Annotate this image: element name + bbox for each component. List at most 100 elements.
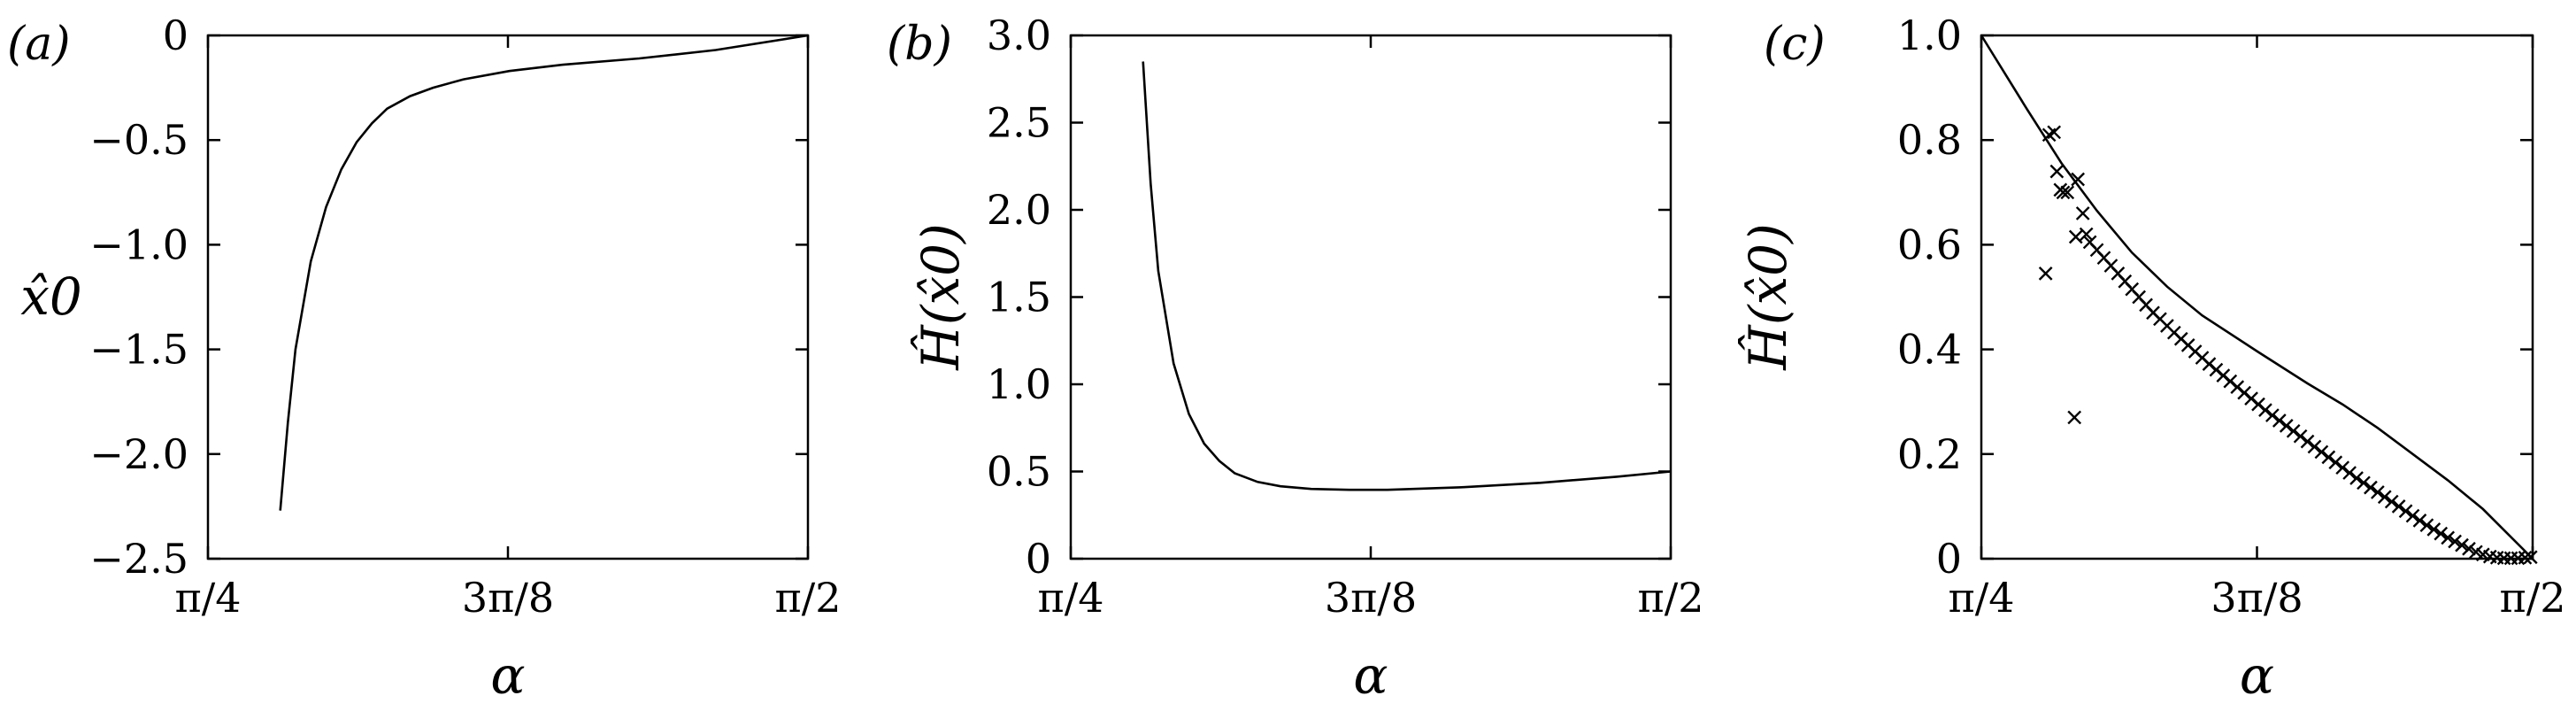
marker-stroke: [2146, 305, 2160, 321]
chart-3-data-point-marker: [2398, 504, 2413, 519]
chart-3-data-point-marker: [2060, 185, 2075, 200]
chart-3-data-point-marker: [2523, 550, 2538, 565]
chart-1-ytick-label: −2.5: [89, 535, 188, 583]
chart-2-ytick-label: 3.0: [987, 12, 1051, 59]
chart-3-data-point-marker: [2047, 125, 2062, 140]
chart-1-xtick-label: π/4: [175, 574, 242, 622]
marker-stroke: [2060, 185, 2075, 200]
marker-stroke: [2482, 549, 2497, 564]
marker-stroke: [2364, 480, 2378, 495]
chart-1-series-1-line: [279, 34, 809, 511]
marker-stroke: [2079, 227, 2094, 242]
marker-stroke: [2223, 374, 2238, 389]
marker-stroke: [2455, 537, 2469, 553]
marker-stroke: [2462, 541, 2476, 556]
marker-stroke: [2286, 423, 2301, 438]
marker-stroke: [2434, 526, 2449, 541]
marker-stroke: [2188, 344, 2203, 359]
chart-3-data-point-marker: [2357, 475, 2371, 491]
marker-stroke: [2056, 185, 2071, 200]
chart-3-data-point-marker: [2335, 460, 2350, 475]
marker-stroke: [2038, 267, 2053, 281]
chart-3-x-axis-label: α: [2240, 645, 2274, 706]
marker-stroke: [2293, 429, 2308, 444]
marker-stroke: [2300, 434, 2315, 449]
chart-2-xtick-label: π/2: [1638, 574, 1704, 622]
marker-stroke: [2067, 410, 2082, 425]
marker-stroke: [2089, 243, 2104, 258]
marker-stroke: [2412, 514, 2427, 528]
chart-3-data-point-marker: [2462, 541, 2476, 556]
chart-3-data-point-marker: [2049, 164, 2065, 179]
marker-stroke: [2419, 518, 2434, 533]
chart-3-data-point-marker: [2071, 172, 2085, 187]
chart-3-ytick-label: 0.4: [1897, 326, 1962, 374]
marker-stroke: [2448, 534, 2462, 549]
chart-3-data-point-marker: [2419, 518, 2434, 533]
chart-3-data-point-marker: [2272, 413, 2287, 428]
chart-1-ytick-label: −1.0: [89, 220, 188, 268]
chart-1-ytick-label: 0: [163, 12, 188, 59]
chart-3-data-point-marker: [2038, 267, 2053, 281]
marker-stroke: [2244, 391, 2258, 406]
chart-3-data-point-marker: [2321, 450, 2336, 465]
chart-3-ytick-label: 0.8: [1897, 116, 1962, 164]
chart-3-data-point-marker: [2314, 444, 2329, 460]
marker-stroke: [2307, 439, 2322, 454]
chart-2-ytick-label: 1.0: [987, 360, 1051, 408]
chart-3-data-point-marker: [2075, 206, 2090, 220]
marker-stroke: [2251, 397, 2265, 412]
marker-stroke: [2328, 455, 2343, 470]
chart-2-ytick-label: 1.5: [987, 274, 1051, 321]
marker-stroke: [2075, 206, 2090, 220]
marker-stroke: [2160, 319, 2174, 333]
chart-3-data-point-marker: [2455, 537, 2469, 553]
marker-stroke: [2173, 331, 2188, 346]
marker-stroke: [2265, 408, 2280, 422]
marker-stroke: [2518, 550, 2533, 565]
marker-stroke: [2405, 508, 2420, 523]
chart-2-ytick-label: 0.5: [987, 448, 1051, 496]
marker-stroke: [2384, 494, 2399, 509]
chart-3-data-point-marker: [2441, 530, 2456, 545]
marker-stroke: [2132, 290, 2147, 305]
marker-stroke: [2357, 475, 2371, 491]
chart-3-data-point-marker: [2349, 471, 2364, 485]
chart-3-data-point-marker: [2286, 423, 2301, 438]
marker-stroke: [2523, 550, 2538, 565]
chart-1-ytick-label: −2.0: [89, 430, 188, 478]
chart-3-data-point-marker: [2068, 229, 2083, 244]
chart-2-y-axis-label: Ĥ(x̂0): [911, 223, 971, 370]
chart-3-data-point-marker: [2405, 508, 2420, 523]
chart-1-ytick-label: −0.5: [89, 116, 188, 164]
marker-stroke: [2371, 485, 2385, 499]
marker-stroke: [2342, 466, 2357, 480]
marker-stroke: [2279, 419, 2294, 433]
chart-3-data-point-marker: [2258, 403, 2272, 418]
chart-1-xtick-label: 3π/8: [462, 574, 554, 622]
chart-1-ytick-label: −1.5: [89, 326, 188, 374]
chart-2-ytick-label: 2.5: [987, 99, 1051, 147]
chart-3-ytick-label: 0.6: [1897, 220, 1962, 268]
chart-3-data-point-marker: [2518, 550, 2533, 565]
marker-stroke: [2314, 444, 2329, 460]
chart-3-data-point-marker: [2079, 227, 2094, 242]
chart-3-ytick-label: 0: [1936, 535, 1962, 583]
marker-stroke: [2391, 499, 2406, 514]
marker-stroke: [2475, 547, 2490, 562]
chart-3-xtick-label: 3π/8: [2211, 574, 2303, 622]
chart-1-x-axis-label: α: [490, 645, 525, 706]
chart-2-x-axis-label: α: [1353, 645, 1388, 706]
chart-2-series-1-line: [1142, 61, 1672, 491]
chart-3-data-point-marker: [2364, 480, 2378, 495]
chart-3-y-axis-label: Ĥ(x̂0): [1738, 223, 1798, 370]
chart-2-xtick-label: 3π/8: [1325, 574, 1417, 622]
marker-stroke: [2180, 338, 2195, 352]
chart-3-data-point-marker: [2307, 439, 2322, 454]
chart-2-ytick-label: 0: [1026, 535, 1051, 583]
chart-3-data-point-marker: [2377, 490, 2392, 505]
chart-3-data-point-marker: [2391, 499, 2406, 514]
chart-2-xtick-label: π/4: [1038, 574, 1104, 622]
chart-3-series-1-line: [1980, 35, 2534, 560]
